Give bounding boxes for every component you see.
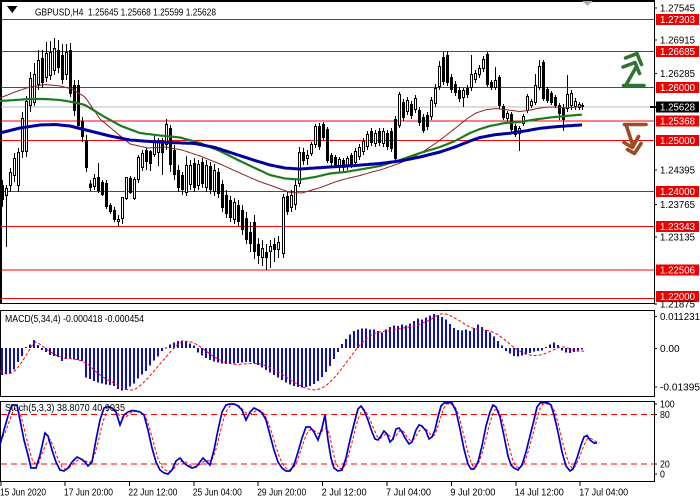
svg-text:9 Jul 20:00: 9 Jul 20:00 — [450, 488, 495, 499]
svg-text:1.23135: 1.23135 — [660, 233, 695, 244]
svg-text:1.26685: 1.26685 — [660, 47, 695, 58]
svg-text:0: 0 — [660, 470, 665, 481]
svg-text:1.23765: 1.23765 — [660, 200, 695, 211]
svg-text:1.26915: 1.26915 — [660, 36, 695, 47]
svg-text:1.25368: 1.25368 — [660, 117, 695, 128]
svg-text:Stoch(5,3,3) 38.8070 40.9035: Stoch(5,3,3) 38.8070 40.9035 — [5, 403, 125, 414]
svg-text:20: 20 — [660, 460, 670, 471]
svg-text:14 Jul 12:00: 14 Jul 12:00 — [515, 488, 564, 499]
svg-text:22 Jun 12:00: 22 Jun 12:00 — [128, 488, 177, 499]
svg-text:GBPUSD,H4 1.25645 1.25668 1.2: GBPUSD,H4 1.25645 1.25668 1.25599 1.2562… — [35, 8, 216, 19]
svg-text:17 Jun 20:00: 17 Jun 20:00 — [64, 488, 113, 499]
svg-text:29 Jun 20:00: 29 Jun 20:00 — [257, 488, 306, 499]
svg-text:0.011231: 0.011231 — [660, 312, 700, 323]
svg-text:1.25628: 1.25628 — [660, 103, 695, 114]
svg-text:2 Jul 12:00: 2 Jul 12:00 — [322, 488, 367, 499]
svg-text:80: 80 — [660, 410, 670, 421]
svg-text:1.27545: 1.27545 — [660, 4, 695, 15]
svg-text:1.23343: 1.23343 — [660, 222, 695, 233]
svg-text:17 Jul 04:00: 17 Jul 04:00 — [579, 488, 628, 499]
svg-text:1.26285: 1.26285 — [660, 69, 695, 80]
svg-text:1.21875: 1.21875 — [660, 300, 695, 311]
svg-text:MACD(5,34,4) -0.000418 -0.0004: MACD(5,34,4) -0.000418 -0.000454 — [5, 314, 144, 325]
svg-text:1.26000: 1.26000 — [660, 83, 695, 94]
svg-text:1.22000: 1.22000 — [660, 292, 695, 303]
svg-text:1.27303: 1.27303 — [660, 15, 695, 26]
svg-text:15 Jun 2020: 15 Jun 2020 — [0, 488, 46, 499]
svg-text:100: 100 — [660, 400, 675, 411]
svg-text:0.00: 0.00 — [660, 344, 680, 355]
svg-text:-0.01395: -0.01395 — [660, 383, 700, 394]
svg-text:1.24395: 1.24395 — [660, 166, 695, 177]
svg-text:1.22506: 1.22506 — [660, 266, 695, 277]
svg-text:1.24000: 1.24000 — [660, 187, 695, 198]
svg-text:25 Jun 04:00: 25 Jun 04:00 — [193, 488, 242, 499]
svg-text:7 Jul 04:00: 7 Jul 04:00 — [386, 488, 431, 499]
svg-text:1.25000: 1.25000 — [660, 136, 695, 147]
